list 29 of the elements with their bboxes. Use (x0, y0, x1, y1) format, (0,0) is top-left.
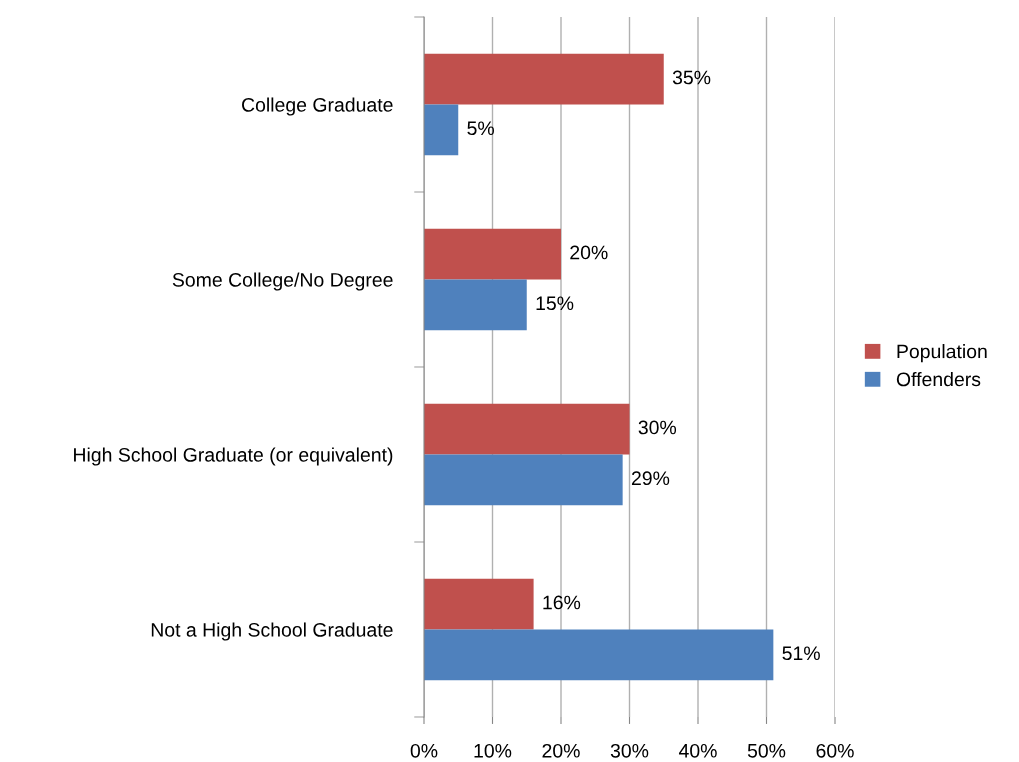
data-label: 15% (536, 296, 574, 311)
x-tick-label: 60% (816, 743, 854, 758)
legend-label: Offenders (896, 371, 981, 387)
data-label: 16% (543, 595, 581, 610)
bar (424, 454, 623, 506)
x-tick-label: 0% (410, 743, 438, 758)
legend-label: Population (897, 344, 987, 363)
data-label: 35% (672, 70, 711, 85)
data-label: 30% (638, 420, 677, 435)
y-tick-label: College Graduate (242, 97, 393, 116)
y-tick-label: Some College/No Degree (172, 272, 393, 291)
x-tick-label: 30% (610, 743, 649, 758)
x-tick-label: 50% (747, 743, 786, 758)
bar (424, 279, 527, 331)
bar (424, 578, 534, 630)
x-tick-label: 40% (678, 743, 717, 758)
y-tick-label: High School Graduate (or equivalent) (74, 447, 393, 466)
data-label: 51% (782, 646, 820, 661)
data-label: 29% (631, 471, 670, 486)
x-tick-label: 10% (474, 743, 512, 758)
x-tick-label: 20% (542, 743, 580, 758)
bar (424, 403, 630, 455)
y-tick-label: Not a High School Graduate (151, 622, 393, 641)
data-label: 5% (467, 121, 494, 136)
data-label: 20% (570, 245, 608, 260)
bar (424, 53, 664, 105)
bar (424, 104, 459, 156)
bar (424, 228, 561, 280)
bar (424, 629, 774, 681)
